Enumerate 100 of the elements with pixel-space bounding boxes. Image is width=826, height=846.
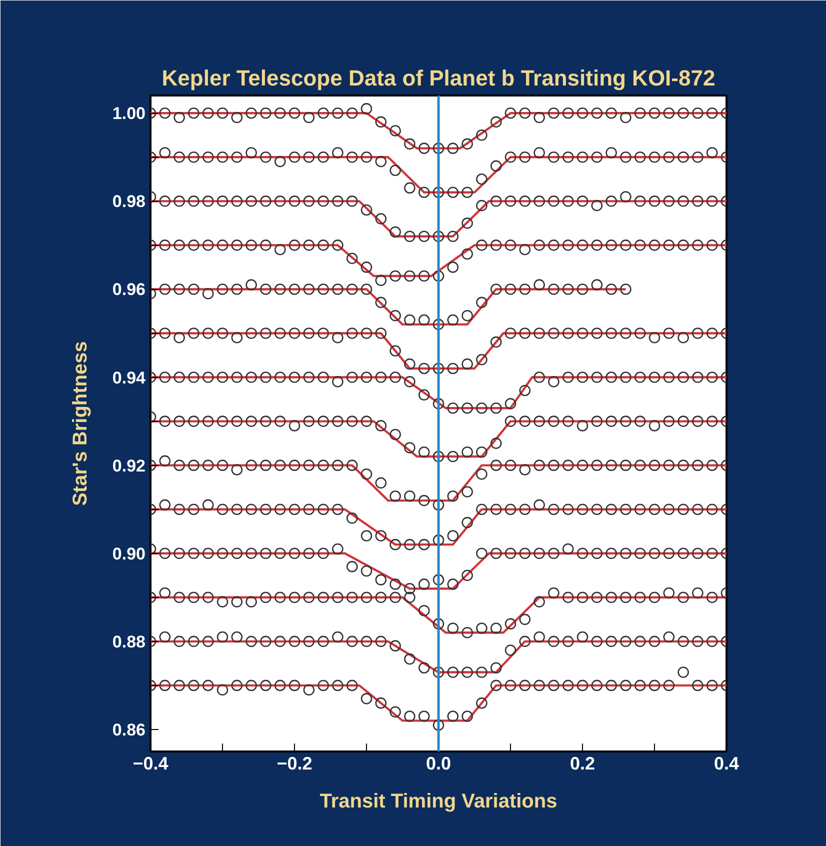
- point: [432, 499, 444, 511]
- point: [188, 372, 200, 383]
- point: [504, 107, 516, 119]
- point: [288, 328, 300, 339]
- point: [360, 262, 372, 273]
- point: [318, 372, 329, 383]
- point: [663, 240, 675, 251]
- point: [418, 710, 430, 722]
- point: [246, 328, 257, 339]
- point: [318, 284, 329, 295]
- point: [576, 592, 588, 604]
- point: [360, 530, 372, 542]
- point: [562, 284, 574, 295]
- point: [432, 618, 444, 630]
- point: [706, 240, 718, 251]
- point: [274, 156, 286, 168]
- point: [360, 103, 372, 114]
- point: [188, 416, 200, 427]
- point: [375, 274, 387, 286]
- point: [678, 151, 689, 163]
- point: [663, 416, 675, 427]
- point: [504, 460, 516, 471]
- point: [260, 196, 272, 207]
- point: [332, 147, 344, 158]
- point: [447, 710, 459, 722]
- point: [288, 151, 300, 163]
- point: [174, 504, 185, 515]
- point: [519, 196, 531, 207]
- point: [548, 376, 560, 388]
- point: [159, 147, 171, 158]
- point: [548, 107, 560, 119]
- point: [519, 636, 531, 648]
- point: [246, 196, 257, 207]
- point: [504, 196, 516, 207]
- point: [548, 460, 560, 471]
- point: [159, 680, 171, 692]
- point: [634, 372, 646, 383]
- point: [332, 376, 344, 388]
- point: [274, 548, 286, 560]
- point: [288, 680, 300, 692]
- point: [202, 151, 214, 163]
- point: [663, 460, 675, 471]
- point: [360, 693, 372, 704]
- point: [548, 416, 560, 427]
- point: [678, 332, 689, 344]
- point: [202, 372, 214, 383]
- point: [159, 587, 171, 599]
- point: [174, 592, 185, 604]
- point: [346, 512, 358, 524]
- point: [375, 574, 387, 586]
- point: [634, 636, 646, 648]
- point: [346, 560, 358, 572]
- point: [648, 460, 660, 471]
- point: [231, 112, 243, 124]
- point: [519, 680, 531, 692]
- point: [231, 596, 243, 608]
- point: [231, 372, 243, 383]
- point: [490, 402, 502, 414]
- point: [318, 151, 329, 163]
- point: [519, 548, 531, 560]
- point: [390, 270, 401, 282]
- point: [375, 530, 387, 542]
- point: [706, 592, 718, 604]
- point: [318, 636, 329, 648]
- point: [346, 151, 358, 163]
- point: [202, 548, 214, 560]
- point: [404, 182, 416, 194]
- point: [648, 196, 660, 207]
- point: [404, 138, 416, 150]
- point: [606, 328, 617, 339]
- point: [303, 328, 315, 339]
- point: [706, 196, 718, 207]
- point: [620, 112, 632, 124]
- point: [462, 248, 473, 260]
- point: [418, 494, 430, 506]
- point: [504, 680, 516, 692]
- point: [490, 116, 502, 128]
- point: [332, 196, 344, 207]
- point: [375, 697, 387, 709]
- point: [260, 107, 272, 119]
- point: [188, 460, 200, 471]
- point: [159, 107, 171, 119]
- point: [462, 446, 473, 458]
- point: [591, 151, 603, 163]
- point: [534, 631, 545, 643]
- y-tick-label: 1.00: [112, 104, 146, 124]
- point: [332, 543, 344, 555]
- point: [216, 460, 228, 471]
- point: [576, 420, 588, 432]
- y-tick-label: 0.92: [112, 456, 146, 476]
- point: [360, 416, 372, 427]
- point: [432, 270, 444, 282]
- point: [706, 548, 718, 560]
- point: [346, 284, 358, 295]
- point: [678, 416, 689, 427]
- point: [562, 636, 574, 648]
- point: [606, 416, 617, 427]
- point: [634, 680, 646, 692]
- point: [303, 112, 315, 124]
- point: [606, 504, 617, 515]
